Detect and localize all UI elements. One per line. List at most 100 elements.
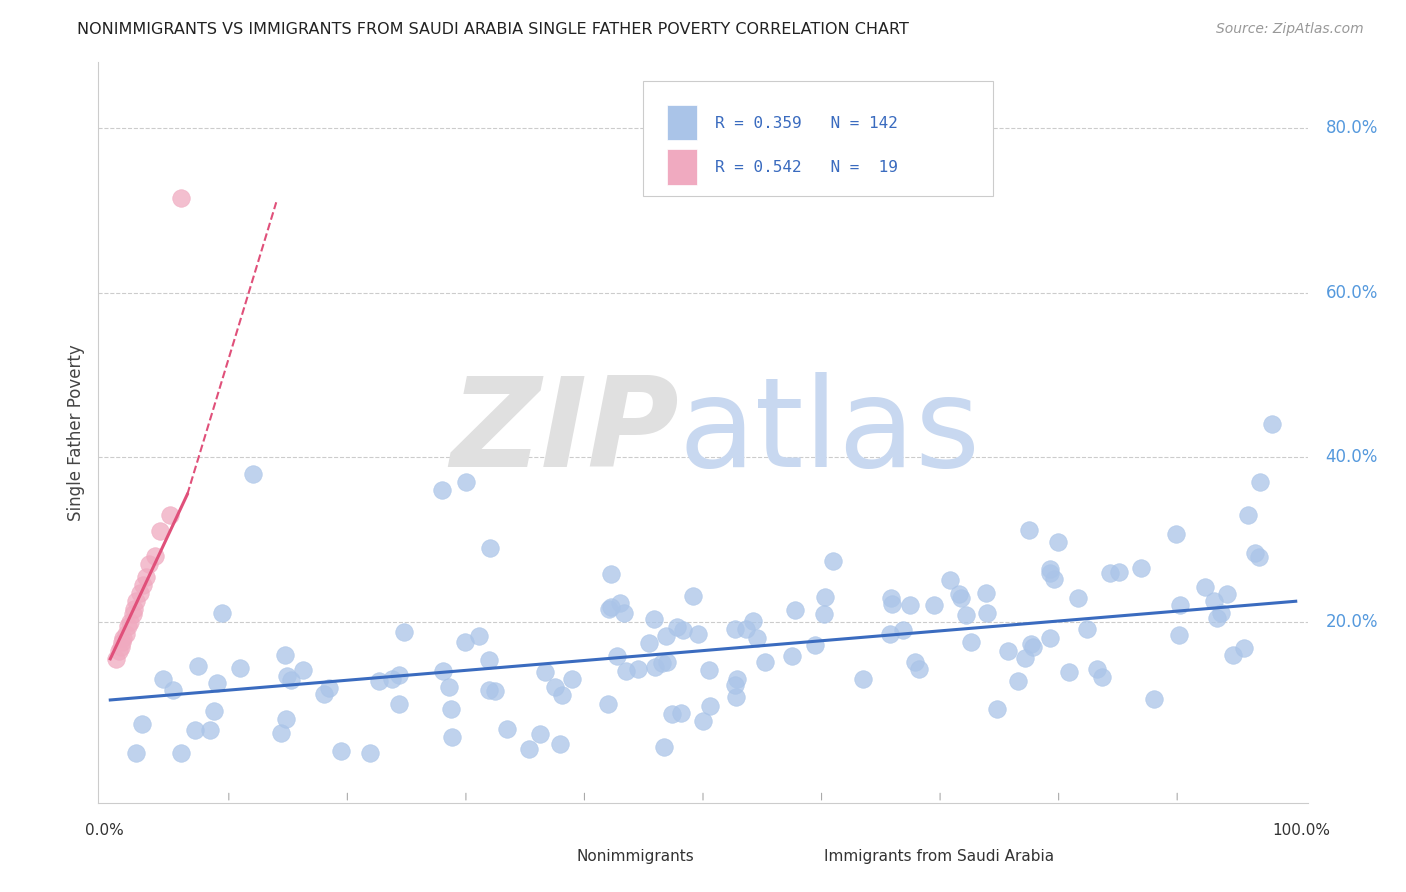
Point — [644, 660, 666, 674]
Point — [986, 702, 1008, 716]
Point — [724, 622, 747, 636]
Point — [544, 680, 567, 694]
Point — [561, 672, 583, 686]
Point — [1019, 637, 1042, 651]
Point — [745, 631, 768, 645]
Point — [638, 636, 661, 650]
Point — [1098, 566, 1121, 581]
Point — [129, 586, 152, 600]
Point — [318, 681, 340, 695]
Point — [725, 673, 748, 687]
Point — [1057, 665, 1080, 679]
FancyBboxPatch shape — [540, 844, 564, 870]
Point — [229, 660, 252, 674]
Point — [105, 652, 128, 666]
Text: Immigrants from Saudi Arabia: Immigrants from Saudi Arabia — [824, 849, 1054, 864]
Point — [1014, 650, 1036, 665]
Point — [904, 655, 927, 669]
Text: Nonimmigrants: Nonimmigrants — [576, 849, 693, 864]
Point — [117, 619, 139, 633]
Point — [159, 508, 181, 522]
Point — [242, 467, 264, 481]
Point — [187, 659, 209, 673]
Point — [643, 612, 665, 626]
Point — [280, 673, 302, 687]
Point — [955, 608, 977, 623]
Point — [1129, 561, 1152, 575]
FancyBboxPatch shape — [643, 81, 993, 195]
Point — [529, 727, 551, 741]
Point — [735, 622, 758, 636]
Point — [898, 598, 921, 612]
Point — [651, 656, 673, 670]
Point — [821, 554, 844, 568]
Point — [1261, 417, 1284, 432]
Point — [782, 648, 804, 663]
Point — [1168, 627, 1191, 641]
Y-axis label: Single Father Poverty: Single Father Poverty — [66, 344, 84, 521]
Point — [1047, 535, 1070, 549]
Point — [276, 669, 298, 683]
Point — [1018, 523, 1040, 537]
Point — [688, 627, 710, 641]
Point — [381, 672, 404, 686]
Point — [114, 627, 136, 641]
Point — [1244, 546, 1267, 560]
Point — [974, 585, 997, 599]
Point — [938, 573, 960, 587]
Point — [724, 677, 747, 691]
Point — [627, 662, 650, 676]
Point — [484, 684, 506, 698]
Text: NONIMMIGRANTS VS IMMIGRANTS FROM SAUDI ARABIA SINGLE FATHER POVERTY CORRELATION : NONIMMIGRANTS VS IMMIGRANTS FROM SAUDI A… — [77, 22, 910, 37]
Point — [1039, 631, 1062, 645]
Point — [517, 742, 540, 756]
Point — [1090, 670, 1112, 684]
Point — [1007, 673, 1029, 688]
Point — [669, 706, 692, 721]
Point — [1166, 526, 1188, 541]
Point — [1202, 594, 1225, 608]
Point — [1222, 648, 1244, 662]
Text: 20.0%: 20.0% — [1326, 613, 1378, 631]
Point — [1087, 661, 1109, 675]
Point — [170, 747, 193, 761]
Point — [533, 665, 555, 679]
Point — [960, 635, 983, 649]
Point — [1043, 572, 1066, 586]
Point — [359, 747, 381, 761]
Point — [804, 639, 827, 653]
Point — [276, 712, 298, 726]
Point — [270, 726, 292, 740]
Point — [454, 475, 477, 489]
Point — [1209, 607, 1232, 621]
Point — [388, 697, 411, 711]
Point — [138, 558, 160, 572]
Point — [1215, 587, 1237, 601]
Point — [170, 191, 193, 205]
Point — [924, 598, 946, 612]
Point — [110, 640, 132, 654]
Point — [661, 706, 683, 721]
Point — [948, 587, 970, 601]
Point — [330, 744, 353, 758]
Point — [274, 648, 297, 663]
Point — [198, 723, 221, 737]
Point — [672, 623, 695, 637]
Text: 100.0%: 100.0% — [1272, 823, 1330, 838]
Point — [368, 673, 391, 688]
Point — [655, 629, 678, 643]
Point — [724, 690, 747, 704]
Point — [1039, 566, 1062, 580]
Point — [614, 665, 637, 679]
Point — [666, 620, 689, 634]
Point — [132, 578, 155, 592]
Point — [891, 623, 914, 637]
Point — [1022, 640, 1045, 654]
Point — [121, 607, 143, 621]
Point — [908, 662, 931, 676]
Point — [107, 643, 129, 657]
Point — [880, 597, 903, 611]
Point — [205, 675, 228, 690]
Text: 40.0%: 40.0% — [1326, 449, 1378, 467]
Point — [600, 599, 623, 614]
